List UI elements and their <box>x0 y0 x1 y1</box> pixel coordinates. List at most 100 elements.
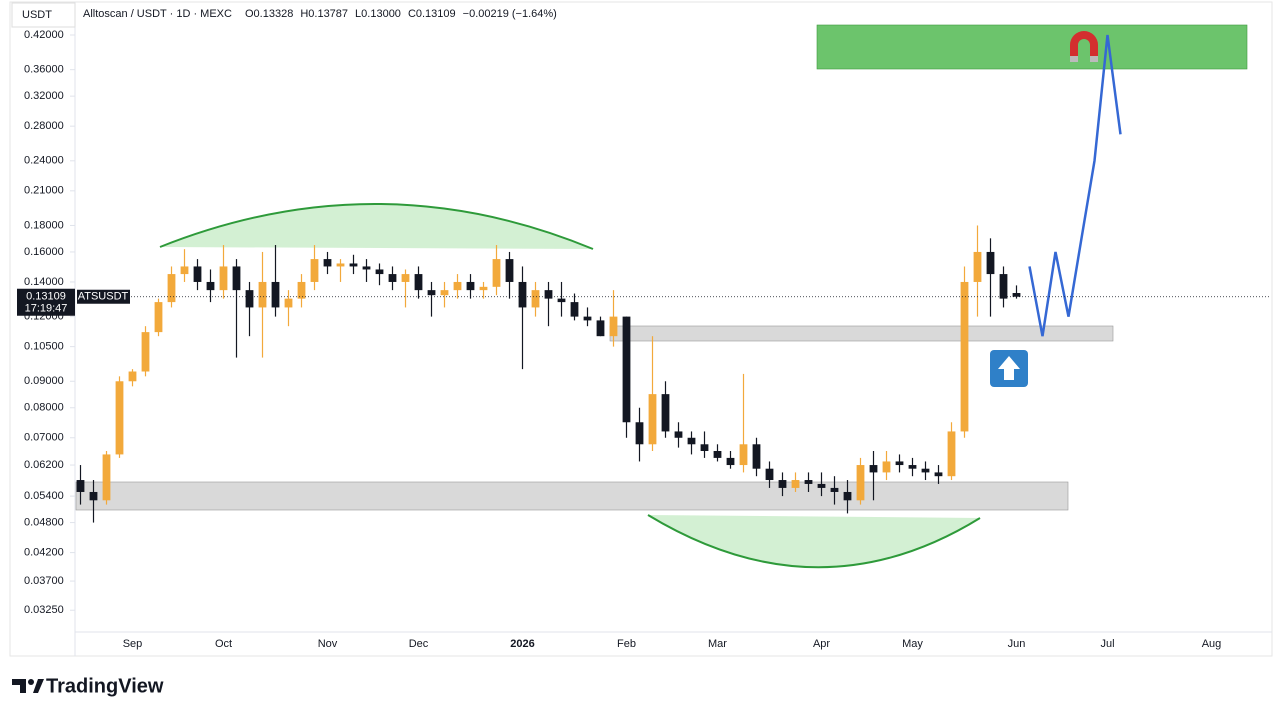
y-tick-label: 0.28000 <box>24 120 64 132</box>
candle-body <box>466 281 475 291</box>
y-tick-label: 0.42000 <box>24 29 64 41</box>
candle-body <box>453 281 462 291</box>
projection-line <box>1028 34 1122 337</box>
candle-body <box>713 450 722 458</box>
candle-body <box>661 394 670 432</box>
candle-body <box>167 274 176 303</box>
last-price-label: 0.13109 <box>26 291 66 303</box>
x-tick-label: Jul <box>1100 638 1114 650</box>
candle-body <box>284 298 293 308</box>
candle-body <box>271 281 280 308</box>
candle-body <box>687 437 696 445</box>
candle-body <box>973 251 982 282</box>
ohlc-label: L0.13000 <box>355 8 401 20</box>
y-tick-label: 0.04800 <box>24 516 64 528</box>
candle-body <box>193 266 202 282</box>
candle-body <box>362 266 371 270</box>
up-arrow-icon <box>990 350 1028 387</box>
top-arc <box>159 203 594 250</box>
symbol-title: Alltoscan / USDT · 1D · MEXC <box>83 8 232 20</box>
candle-body <box>388 274 397 282</box>
y-tick-label: 0.04200 <box>24 546 64 558</box>
x-tick-label: May <box>902 638 923 650</box>
candle-body <box>596 320 605 337</box>
candle-body <box>297 281 306 299</box>
candle-body <box>700 444 709 451</box>
x-tick-label: Aug <box>1202 638 1222 650</box>
candle-body <box>765 468 774 481</box>
candle-body <box>674 431 683 438</box>
candle-body <box>310 259 319 282</box>
candle-body <box>128 371 137 382</box>
y-tick-label: 0.21000 <box>24 185 64 197</box>
countdown: 17:19:47 <box>25 303 68 315</box>
candle-body <box>141 332 150 372</box>
candle-body <box>414 274 423 291</box>
y-tick-label: 0.06200 <box>24 459 64 471</box>
base-zone <box>75 481 1069 511</box>
y-tick-label: 0.32000 <box>24 90 64 102</box>
candle-body <box>778 480 787 488</box>
y-tick-label: 0.05400 <box>24 490 64 502</box>
candle-body <box>986 251 995 275</box>
candle-body <box>817 483 826 488</box>
candle-body <box>518 281 527 308</box>
candle-body <box>791 480 800 488</box>
y-tick-label: 0.03250 <box>24 604 64 616</box>
candle-body <box>583 316 592 321</box>
price-label-box <box>17 288 75 316</box>
candle-body <box>440 290 449 296</box>
axis-unit: USDT <box>22 9 52 21</box>
candle-body <box>245 290 254 308</box>
candle-body <box>882 461 891 473</box>
candle-body <box>258 281 267 308</box>
brand-logo: TradingView <box>12 675 164 697</box>
x-tick-label: Jun <box>1008 638 1026 650</box>
candle-body <box>401 274 410 282</box>
ticker-box <box>77 289 130 304</box>
candle-body <box>921 468 930 473</box>
target-zone <box>816 24 1248 70</box>
candle-body <box>76 480 85 492</box>
candle-body <box>739 444 748 466</box>
candle-body <box>505 259 514 282</box>
candle-body <box>427 290 436 296</box>
candle-body <box>895 461 904 466</box>
change-label: −0.00219 (−1.64%) <box>463 8 557 20</box>
candle-body <box>999 274 1008 299</box>
candle-body <box>232 266 241 291</box>
candle-body <box>154 302 163 333</box>
ticker: ATSUSDT <box>78 291 129 303</box>
y-tick-label: 0.24000 <box>24 155 64 167</box>
y-tick-label: 0.16000 <box>24 246 64 258</box>
candle-body <box>752 444 761 469</box>
candle-body <box>570 302 579 317</box>
magnet-icon <box>1070 31 1098 62</box>
ohlc-label: C0.13109 <box>408 8 456 20</box>
x-tick-label: Sep <box>123 638 143 650</box>
candle-body <box>492 259 501 287</box>
candle-body <box>622 316 631 423</box>
candle-body <box>843 491 852 501</box>
candle-body <box>648 394 657 445</box>
candle-body <box>375 269 384 275</box>
y-tick-label: 0.09000 <box>24 375 64 387</box>
candle-body <box>206 281 215 291</box>
candle-body <box>180 266 189 275</box>
candle-body <box>635 422 644 445</box>
candle-body <box>804 480 813 484</box>
candle-body <box>531 290 540 308</box>
candle-body <box>856 465 865 501</box>
candle-body <box>947 431 956 477</box>
support-zone <box>609 325 1114 342</box>
y-tick-label: 0.10500 <box>24 341 64 353</box>
candle-body <box>934 472 943 477</box>
candle-body <box>726 457 735 466</box>
y-tick-label: 0.03700 <box>24 575 64 587</box>
bottom-arc-fill <box>648 515 980 568</box>
candle-body <box>908 465 917 469</box>
y-tick-label: 0.18000 <box>24 219 64 231</box>
candle-body <box>869 465 878 473</box>
candle-body <box>1012 293 1021 297</box>
